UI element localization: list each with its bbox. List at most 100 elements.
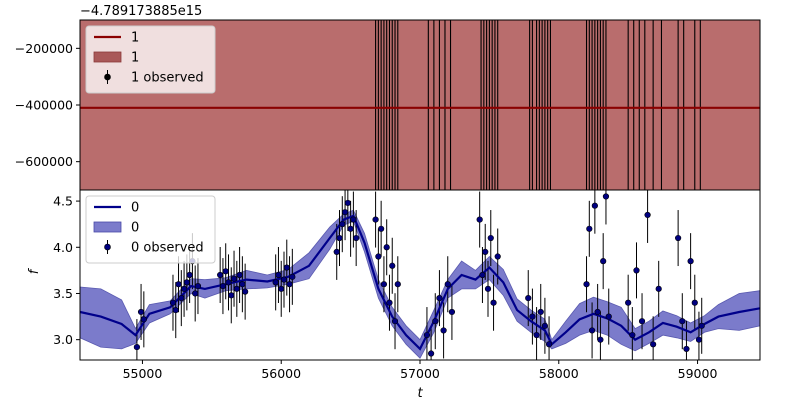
observed-point [375, 253, 382, 260]
legend-marker-handle [104, 243, 111, 251]
observed-point [222, 268, 229, 275]
observed-point [278, 285, 285, 292]
observed-point [476, 216, 483, 223]
bottom-legend: 0 0 0 observed [85, 195, 216, 264]
xtick-label: 57000 [400, 366, 440, 381]
legend-label: 1 observed [131, 71, 204, 86]
observed-point [698, 322, 705, 329]
observed-point [353, 234, 360, 242]
observed-point [347, 225, 354, 232]
observed-point [140, 316, 147, 323]
observed-point [625, 299, 632, 306]
observed-point [172, 307, 179, 314]
observed-point [679, 318, 686, 325]
observed-point [594, 308, 601, 316]
observed-point [650, 341, 657, 348]
observed-point [350, 216, 357, 223]
observed-point [644, 211, 651, 219]
observed-point [394, 281, 401, 288]
top-ytick-label: −600000 [15, 154, 73, 169]
observed-point [432, 318, 439, 325]
observed-point [687, 258, 694, 265]
top-legend: 1 1 1 observed [85, 25, 216, 94]
legend-label: 1 [131, 31, 139, 46]
observed-point [545, 341, 553, 348]
observed-point [391, 318, 399, 325]
observed-point [219, 282, 227, 290]
observed-point [490, 299, 497, 306]
observed-point [336, 234, 343, 242]
observed-point [591, 202, 598, 209]
observed-point [533, 331, 540, 339]
observed-point [289, 273, 296, 280]
observed-point [275, 271, 282, 279]
observed-point [602, 193, 610, 200]
observed-point [286, 281, 293, 288]
observed-point [339, 221, 346, 228]
observed-point [423, 331, 431, 339]
observed-point [230, 275, 238, 282]
observed-point [479, 271, 486, 279]
observed-point [217, 271, 224, 279]
legend-label: 0 [131, 221, 139, 236]
observed-point [389, 262, 396, 269]
bottom-ytick-label: 4.0 [53, 240, 73, 255]
top-ytick-label: −200000 [15, 41, 73, 56]
observed-point [280, 276, 288, 283]
observed-point [133, 343, 140, 351]
legend-label: 1 [131, 51, 139, 66]
observed-point [494, 253, 501, 260]
observed-point [541, 322, 548, 329]
observed-point [386, 299, 393, 306]
observed-point [675, 234, 682, 242]
observed-point [236, 271, 243, 279]
observed-point [344, 199, 351, 207]
observed-point [537, 308, 544, 316]
observed-point [444, 281, 451, 288]
observed-point [655, 285, 662, 292]
observed-point [586, 225, 593, 232]
observed-point [597, 336, 604, 343]
observed-point [228, 292, 235, 299]
observed-point [436, 294, 443, 302]
observed-point [638, 318, 646, 325]
observed-point [186, 271, 193, 279]
observed-point [225, 279, 232, 286]
observed-point [239, 281, 246, 288]
xtick-label: 55000 [123, 366, 163, 381]
observed-point [484, 285, 492, 292]
observed-point [192, 290, 199, 297]
bottom-ytick-label: 4.5 [53, 194, 73, 209]
legend-label: 0 [131, 201, 139, 216]
bottom-ytick-label: 3.5 [53, 286, 73, 301]
legend-band-handle [93, 221, 122, 233]
observed-point [183, 279, 190, 286]
observed-point [175, 281, 182, 288]
observed-point [583, 281, 590, 288]
observed-point [233, 285, 240, 292]
observed-point [137, 308, 145, 316]
observed-point [440, 327, 447, 334]
observed-point [691, 299, 698, 306]
x-axis-label: t [417, 386, 423, 400]
xtick-label: 59000 [678, 366, 718, 381]
observed-point [180, 285, 188, 292]
observed-point [333, 248, 340, 256]
legend-label: 0 observed [131, 241, 204, 256]
legend-box [85, 25, 216, 94]
observed-point [588, 327, 596, 334]
observed-point [629, 331, 636, 339]
observed-point [178, 294, 185, 302]
observed-point [242, 288, 249, 295]
y-axis-label: f [27, 267, 42, 274]
observed-point [695, 336, 703, 343]
observed-point [633, 267, 640, 274]
observed-point [600, 258, 607, 265]
observed-point [448, 308, 456, 316]
legend-band-handle [93, 51, 122, 63]
observed-point [272, 279, 279, 286]
top-panel: −200000−400000−600000 −4.789173885e15 11… [15, 4, 761, 191]
top-offset-label: −4.789173885e15 [80, 4, 202, 19]
observed-point [525, 294, 532, 302]
